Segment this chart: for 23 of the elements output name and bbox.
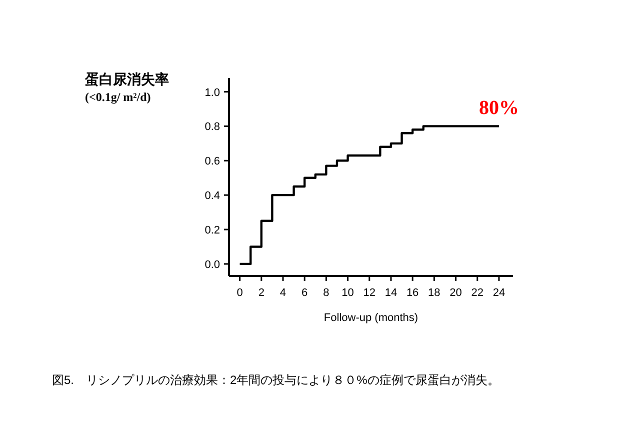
x-tick-label: 22 (471, 287, 484, 299)
caption: 図5. リシノプリルの治療効果：2年間の投与により８０%の症例で尿蛋白が消失。 (52, 373, 500, 387)
x-tick-label: 4 (280, 287, 286, 299)
y-tick-label: 0.6 (204, 156, 220, 168)
x-tick-label: 6 (302, 287, 308, 299)
x-tick-label: 20 (450, 287, 462, 299)
x-tick-label: 24 (492, 287, 506, 299)
x-tick-label: 0 (236, 287, 243, 299)
y-tick-label: 1.0 (204, 86, 220, 99)
x-tick-label: 16 (406, 287, 419, 299)
x-tick-label: 2 (258, 287, 264, 299)
y-tick-label: 0.0 (204, 258, 220, 271)
x-tick-label: 12 (363, 287, 376, 299)
x-tick-label: 10 (342, 287, 354, 299)
x-tick-label: 8 (323, 287, 330, 299)
y-axis-title: 蛋白尿消失率 (<0.1g/ m²/d) (84, 71, 169, 104)
y-tick-label: 0.2 (204, 224, 220, 237)
x-tick-label: 14 (384, 287, 398, 299)
annotation: 80% (478, 97, 519, 120)
y-tick-label: 0.8 (204, 121, 220, 134)
x-tick-label: 18 (428, 287, 440, 299)
y-tick-label: 0.4 (204, 190, 220, 202)
x-axis-title: Follow-up (months) (324, 312, 418, 324)
